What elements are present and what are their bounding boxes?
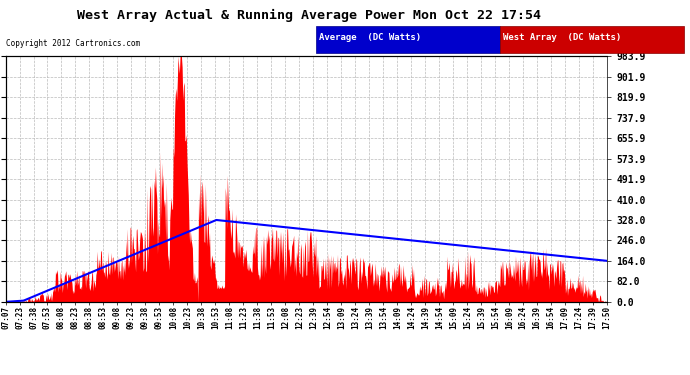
Text: Average  (DC Watts): Average (DC Watts) xyxy=(319,33,421,42)
Text: West Array Actual & Running Average Power Mon Oct 22 17:54: West Array Actual & Running Average Powe… xyxy=(77,9,541,22)
Text: West Array  (DC Watts): West Array (DC Watts) xyxy=(503,33,621,42)
Text: Copyright 2012 Cartronics.com: Copyright 2012 Cartronics.com xyxy=(6,39,139,48)
